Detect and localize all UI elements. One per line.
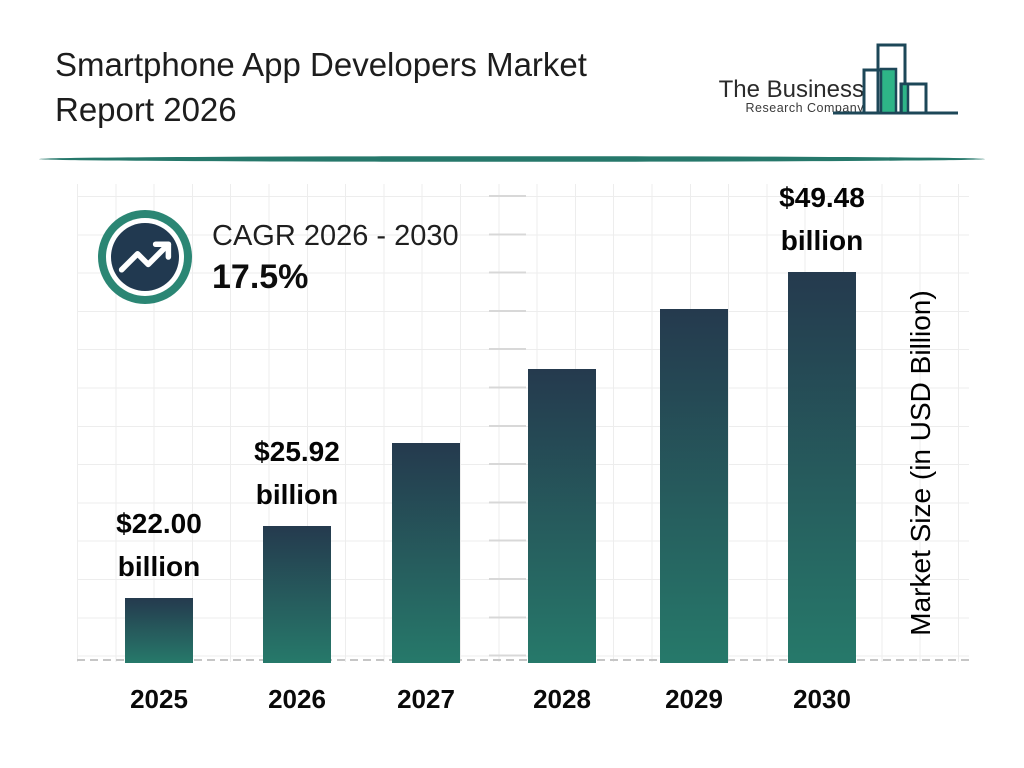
page-title: Smartphone App Developers Market Report …	[55, 46, 587, 128]
x-axis-label-2028: 2028	[533, 684, 591, 714]
bar-2028	[528, 369, 596, 663]
header-divider	[39, 156, 985, 162]
value-amount: $25.92	[254, 436, 340, 467]
value-label-2026: $25.92 billion	[207, 430, 387, 516]
x-axis-label-2029: 2029	[665, 684, 723, 714]
axis-tick-marks	[489, 195, 526, 667]
bar-2025	[125, 598, 193, 663]
bar-2026	[263, 526, 331, 663]
x-axis-label-2027: 2027	[397, 684, 455, 714]
value-unit: billion	[117, 551, 201, 582]
logo-skyline-icon	[833, 43, 958, 115]
divider-ellipse	[39, 156, 985, 162]
trending-up-icon	[98, 210, 192, 304]
company-logo: The Business Research Company	[718, 40, 970, 120]
y-axis-title: Market Size (in USD Billion)	[905, 290, 936, 636]
x-axis-baseline	[77, 659, 969, 661]
value-label-2025: $22.00 billion	[69, 502, 249, 588]
x-axis-label-2025: 2025	[130, 684, 188, 714]
bar-2029	[660, 309, 728, 663]
x-axis-label-2030: 2030	[793, 684, 851, 714]
cagr-value: 17.5%	[212, 258, 309, 296]
x-axis-label-2026: 2026	[268, 684, 326, 714]
value-unit: billion	[255, 479, 339, 510]
bar-2027	[392, 443, 460, 663]
value-unit: billion	[780, 225, 864, 256]
value-amount: $49.48	[779, 182, 865, 213]
bar-2030	[788, 272, 856, 663]
logo-name-text: The Business	[718, 76, 864, 103]
value-amount: $22.00	[116, 508, 202, 539]
value-label-2030: $49.48 billion	[732, 176, 912, 262]
cagr-period-label: CAGR 2026 - 2030	[212, 220, 459, 252]
